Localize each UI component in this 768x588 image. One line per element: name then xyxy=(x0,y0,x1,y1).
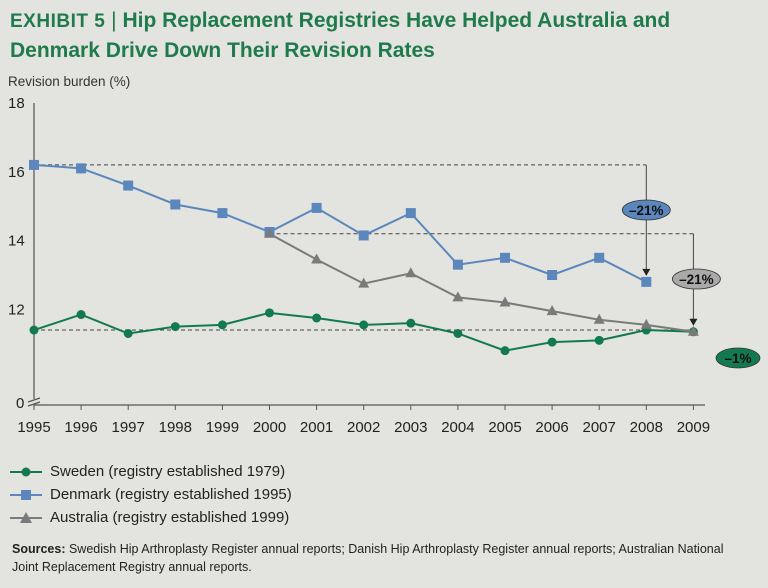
x-tick-label: 1995 xyxy=(17,419,50,436)
legend-marker-sweden xyxy=(10,467,42,477)
point-sweden xyxy=(547,337,557,347)
point-sweden xyxy=(265,308,274,318)
x-tick-label: 1998 xyxy=(159,419,192,436)
y-tick-label: 14 xyxy=(8,233,25,250)
chart-title: EXHIBIT 5 | Hip Replacement Registries H… xyxy=(10,6,760,65)
x-tick-label: 2003 xyxy=(394,419,427,436)
badge-sweden xyxy=(715,347,761,369)
point-denmark xyxy=(547,270,558,280)
point-denmark xyxy=(358,230,369,241)
legend-label-australia: Australia (registry established 1999) xyxy=(50,509,290,526)
point-denmark xyxy=(123,180,134,191)
x-tick-label: 2004 xyxy=(441,419,474,436)
point-denmark xyxy=(405,208,416,219)
point-australia xyxy=(546,305,558,316)
point-sweden xyxy=(312,313,322,323)
point-australia xyxy=(640,318,652,329)
x-tick-label: 1996 xyxy=(64,419,97,436)
x-tick-label: 2008 xyxy=(630,419,663,436)
badge-sweden-label: –1% xyxy=(724,351,751,366)
title-separator: | xyxy=(111,9,117,32)
x-tick-label: 2007 xyxy=(583,419,616,436)
point-sweden xyxy=(406,318,416,328)
legend-label-sweden: Sweden (registry established 1979) xyxy=(50,463,286,480)
point-australia xyxy=(452,291,464,302)
point-sweden xyxy=(123,328,133,338)
point-denmark xyxy=(500,252,510,263)
exhibit-label: EXHIBIT 5 xyxy=(10,11,106,32)
y-tick-label: 16 xyxy=(8,164,25,181)
title-text: Hip Replacement Registries Have Helped A… xyxy=(10,9,671,62)
x-tick-label: 2009 xyxy=(677,419,710,436)
x-tick-label: 2006 xyxy=(535,419,568,436)
point-sweden xyxy=(76,310,86,320)
badge-denmark xyxy=(621,199,671,221)
legend-label-denmark: Denmark (registry established 1995) xyxy=(50,486,292,503)
y-tick-label: 12 xyxy=(8,301,25,318)
point-sweden xyxy=(594,335,604,345)
point-sweden xyxy=(217,320,227,330)
point-australia xyxy=(687,325,699,336)
y-tick-label: 0 xyxy=(16,395,24,412)
x-tick-label: 2002 xyxy=(347,419,380,436)
x-tick-label: 2001 xyxy=(300,419,333,436)
point-denmark xyxy=(76,163,87,174)
arrowhead-australia xyxy=(689,318,698,326)
series-line-denmark xyxy=(33,163,647,283)
x-tick-label: 1997 xyxy=(112,419,145,436)
point-australia xyxy=(311,253,323,264)
sources-text: Swedish Hip Arthroplasty Register annual… xyxy=(12,542,724,574)
sources-label: Sources: xyxy=(12,542,66,556)
legend-item-australia: Australia (registry established 1999) xyxy=(8,508,289,528)
y-axis-title: Revision burden (%) xyxy=(8,74,130,89)
x-tick-label: 2005 xyxy=(488,419,521,436)
point-denmark xyxy=(452,259,463,270)
badge-australia xyxy=(672,268,721,290)
point-australia xyxy=(264,227,275,238)
line-chart: Revision burden (%) 0 12 14 16 18 1995 1996 1997… xyxy=(8,74,761,436)
point-denmark xyxy=(170,199,181,210)
point-denmark xyxy=(311,202,322,213)
point-denmark xyxy=(29,159,39,170)
point-sweden xyxy=(500,346,510,356)
point-sweden xyxy=(359,320,369,330)
y-tick-label: 18 xyxy=(8,95,25,112)
point-denmark xyxy=(641,276,652,287)
point-australia xyxy=(405,267,417,278)
axis-break-mark xyxy=(27,397,41,407)
legend-item-sweden: Sweden (registry established 1979) xyxy=(8,462,285,482)
series-line-australia xyxy=(269,232,694,333)
legend-marker-denmark xyxy=(10,490,42,501)
point-denmark xyxy=(217,208,228,219)
legend-item-denmark: Denmark (registry established 1995) xyxy=(8,485,292,505)
sources-note: Sources: Swedish Hip Arthroplasty Regist… xyxy=(12,540,752,576)
point-denmark xyxy=(594,252,605,263)
legend-marker-australia xyxy=(10,512,42,524)
point-australia xyxy=(593,313,605,324)
point-australia xyxy=(358,277,370,288)
badge-denmark-label: –21% xyxy=(629,203,664,218)
x-tick-label: 1999 xyxy=(206,419,239,436)
x-tick-label: 2000 xyxy=(253,419,286,436)
point-sweden xyxy=(170,322,180,332)
point-sweden xyxy=(29,325,39,335)
point-australia xyxy=(499,296,511,307)
arrowhead-denmark xyxy=(642,268,651,276)
badge-australia-label: –21% xyxy=(679,272,714,287)
point-sweden xyxy=(453,328,463,338)
